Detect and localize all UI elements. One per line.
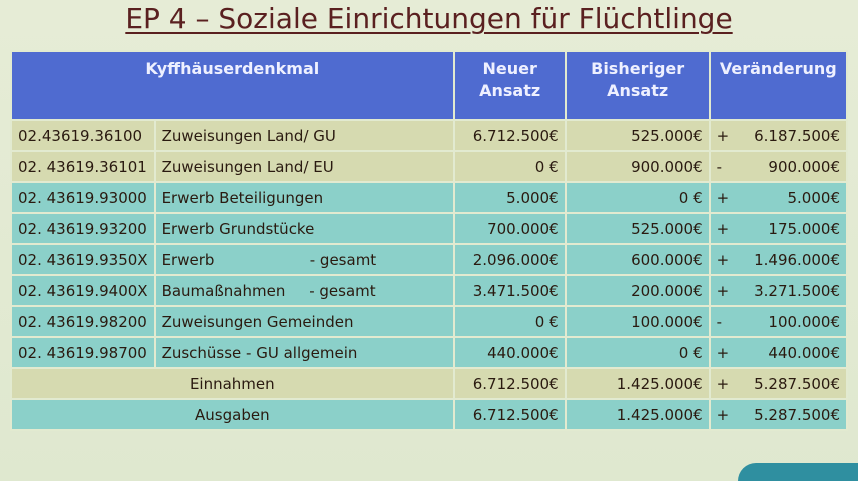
description: Baumaßnahmen - gesamt xyxy=(153,274,455,307)
change-sign: + xyxy=(716,126,730,145)
change-value: 5.287.500€ xyxy=(754,374,840,393)
change-value: 175.000€ xyxy=(768,219,840,238)
change-value: 1.496.000€ xyxy=(754,250,840,269)
change-value: 6.187.500€ xyxy=(754,126,840,145)
slide-title: EP 4 – Soziale Einrichtungen für Flüchtl… xyxy=(0,2,858,35)
header-neuer-ansatz: Neuer Ansatz xyxy=(452,50,567,121)
change-sign: + xyxy=(716,405,730,424)
veraenderung: +5.287.500€ xyxy=(708,398,849,431)
account-code: 02. 43619.9350X xyxy=(10,243,156,276)
total-row: Ausgaben 6.712.500€ 1.425.000€ +5.287.50… xyxy=(10,398,849,431)
table-row: 02. 43619.98700 Zuschüsse - GU allgemein… xyxy=(10,336,849,369)
veraenderung: +6.187.500€ xyxy=(708,119,849,152)
account-code: 02. 43619.93200 xyxy=(10,212,156,245)
account-code: 02.43619.36100 xyxy=(10,119,156,152)
neuer-ansatz: 5.000€ xyxy=(452,181,567,214)
account-code: 02. 43619.9400X xyxy=(10,274,156,307)
change-sign: + xyxy=(716,250,730,269)
table-row: 02. 43619.93200 Erwerb Grundstücke 700.0… xyxy=(10,212,849,245)
table-row: 02. 43619.36101 Zuweisungen Land/ EU 0 €… xyxy=(10,150,849,183)
table-row: 02. 43619.9350X Erwerb - gesamt 2.096.00… xyxy=(10,243,849,276)
neuer-ansatz: 0 € xyxy=(452,150,567,183)
veraenderung: +3.271.500€ xyxy=(708,274,849,307)
bisheriger-ansatz: 525.000€ xyxy=(564,119,711,152)
table-row: 02. 43619.9400X Baumaßnahmen - gesamt 3.… xyxy=(10,274,849,307)
description: Zuweisungen Land/ EU xyxy=(153,150,455,183)
veraenderung: +175.000€ xyxy=(708,212,849,245)
header-kyffhaeuserdenkmal: Kyffhäuserdenkmal xyxy=(10,50,455,121)
bisheriger-ansatz: 0 € xyxy=(564,336,711,369)
neuer-ansatz: 3.471.500€ xyxy=(452,274,567,307)
veraenderung: - 900.000€ xyxy=(708,150,849,183)
account-code: 02. 43619.93000 xyxy=(10,181,156,214)
change-value: 3.271.500€ xyxy=(754,281,840,300)
header-bisheriger-ansatz: Bisheriger Ansatz xyxy=(564,50,711,121)
neuer-ansatz: 440.000€ xyxy=(452,336,567,369)
neuer-ansatz: 6.712.500€ xyxy=(452,367,567,400)
account-code: 02. 43619.98200 xyxy=(10,305,156,338)
account-code: 02. 43619.98700 xyxy=(10,336,156,369)
total-row: Einnahmen 6.712.500€ 1.425.000€ +5.287.5… xyxy=(10,367,849,400)
change-value: 5.287.500€ xyxy=(754,405,840,424)
bisheriger-ansatz: 900.000€ xyxy=(564,150,711,183)
slide-title-text: EP 4 – Soziale Einrichtungen für Flüchtl… xyxy=(125,2,733,35)
change-sign: + xyxy=(716,188,730,207)
table-row: 02. 43619.98200 Zuweisungen Gemeinden 0 … xyxy=(10,305,849,338)
change-sign: + xyxy=(716,343,730,362)
description: Erwerb - gesamt xyxy=(153,243,455,276)
description: Zuschüsse - GU allgemein xyxy=(153,336,455,369)
bisheriger-ansatz: 525.000€ xyxy=(564,212,711,245)
description: Zuweisungen Land/ GU xyxy=(153,119,455,152)
change-value: 100.000€ xyxy=(768,312,840,331)
bisheriger-ansatz: 0 € xyxy=(564,181,711,214)
neuer-ansatz: 0 € xyxy=(452,305,567,338)
bisheriger-ansatz: 1.425.000€ xyxy=(564,367,711,400)
change-value: 900.000€ xyxy=(768,157,840,176)
change-sign: + xyxy=(716,281,730,300)
total-label: Einnahmen xyxy=(10,367,455,400)
veraenderung: +440.000€ xyxy=(708,336,849,369)
bisheriger-ansatz: 600.000€ xyxy=(564,243,711,276)
change-sign: - xyxy=(716,157,723,176)
change-value: 440.000€ xyxy=(768,343,840,362)
veraenderung: +5.000€ xyxy=(708,181,849,214)
veraenderung: +1.496.000€ xyxy=(708,243,849,276)
budget-table: Kyffhäuserdenkmal Neuer Ansatz Bisherige… xyxy=(10,50,849,431)
decorative-shape xyxy=(738,463,858,481)
bisheriger-ansatz: 1.425.000€ xyxy=(564,398,711,431)
header-veraenderung: Veränderung xyxy=(708,50,849,121)
table-row: 02. 43619.93000 Erwerb Beteiligungen 5.0… xyxy=(10,181,849,214)
neuer-ansatz: 2.096.000€ xyxy=(452,243,567,276)
bisheriger-ansatz: 100.000€ xyxy=(564,305,711,338)
neuer-ansatz: 6.712.500€ xyxy=(452,119,567,152)
account-code: 02. 43619.36101 xyxy=(10,150,156,183)
header-row: Kyffhäuserdenkmal Neuer Ansatz Bisherige… xyxy=(10,50,849,121)
neuer-ansatz: 700.000€ xyxy=(452,212,567,245)
description: Zuweisungen Gemeinden xyxy=(153,305,455,338)
bisheriger-ansatz: 200.000€ xyxy=(564,274,711,307)
change-sign: + xyxy=(716,374,730,393)
neuer-ansatz: 6.712.500€ xyxy=(452,398,567,431)
veraenderung: - 100.000€ xyxy=(708,305,849,338)
change-sign: + xyxy=(716,219,730,238)
total-label: Ausgaben xyxy=(10,398,455,431)
change-sign: - xyxy=(716,312,723,331)
description: Erwerb Beteiligungen xyxy=(153,181,455,214)
change-value: 5.000€ xyxy=(787,188,841,207)
table-row: 02.43619.36100 Zuweisungen Land/ GU 6.71… xyxy=(10,119,849,152)
veraenderung: +5.287.500€ xyxy=(708,367,849,400)
description: Erwerb Grundstücke xyxy=(153,212,455,245)
